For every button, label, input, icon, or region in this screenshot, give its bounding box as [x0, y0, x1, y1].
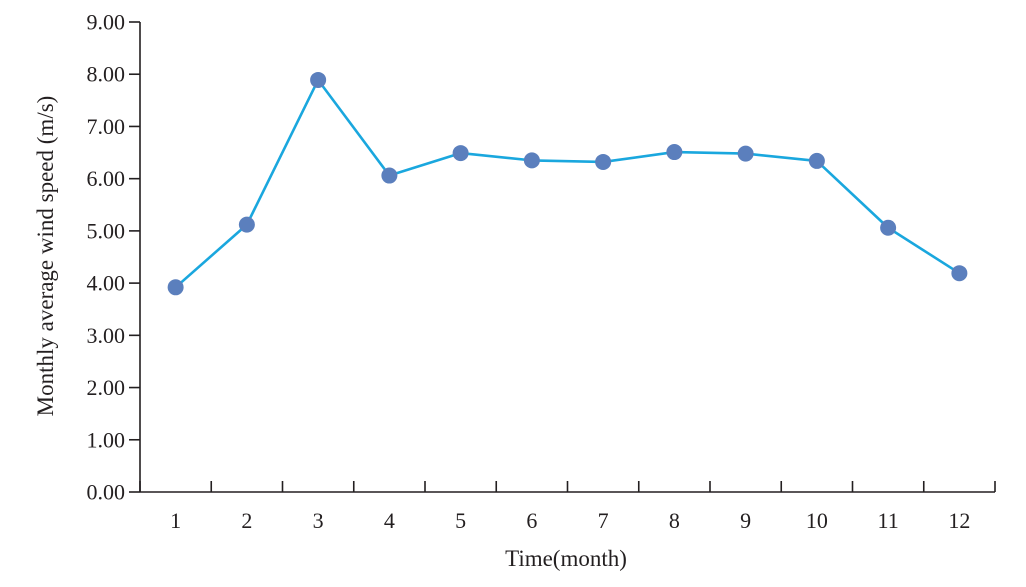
- y-tick-label: 8.00: [87, 62, 126, 87]
- y-tick-label: 9.00: [87, 10, 126, 35]
- x-tick-label: 9: [740, 508, 751, 533]
- series-line: [174, 78, 961, 289]
- ticks: 0.00 1.00 2.00 3.00 4.00 5.00 6.00 7.00 8.00 9.00…: [87, 10, 996, 533]
- x-tick-label: 3: [313, 508, 324, 533]
- data-point: [951, 265, 968, 282]
- x-tick-label: 5: [455, 508, 466, 533]
- x-tick-label: 12: [948, 508, 970, 533]
- x-tick-label: 11: [878, 508, 899, 533]
- y-tick-label: 2.00: [87, 375, 126, 400]
- x-tick-label: 10: [806, 508, 828, 533]
- x-tick-label: 2: [241, 508, 252, 533]
- x-tick-label: 1: [170, 508, 181, 533]
- data-point: [595, 153, 612, 170]
- y-tick-label: 6.00: [87, 166, 126, 191]
- data-point: [452, 145, 469, 162]
- data-point: [808, 152, 825, 169]
- y-tick-label: 5.00: [87, 218, 126, 243]
- y-tick-label: 0.00: [87, 480, 126, 505]
- data-point: [167, 279, 184, 296]
- axes: [139, 22, 995, 493]
- y-tick-label: 7.00: [87, 114, 126, 139]
- x-tick-label: 7: [598, 508, 609, 533]
- data-point: [381, 167, 398, 184]
- data-point: [523, 152, 540, 169]
- x-tick-label: 8: [669, 508, 680, 533]
- y-tick-label: 4.00: [87, 271, 126, 296]
- y-axis-title: Monthly average wind speed (m/s): [33, 96, 58, 417]
- y-tick-label: 3.00: [87, 323, 126, 348]
- data-point: [666, 144, 683, 161]
- x-tick-label: 4: [384, 508, 395, 533]
- y-tick-label: 1.00: [87, 427, 126, 452]
- data-point: [737, 145, 754, 162]
- data-point: [310, 71, 327, 88]
- series: [167, 71, 968, 296]
- data-point: [238, 216, 255, 233]
- x-tick-label: 6: [526, 508, 537, 533]
- x-axis-title: Time(month): [505, 546, 627, 571]
- data-point: [880, 219, 897, 236]
